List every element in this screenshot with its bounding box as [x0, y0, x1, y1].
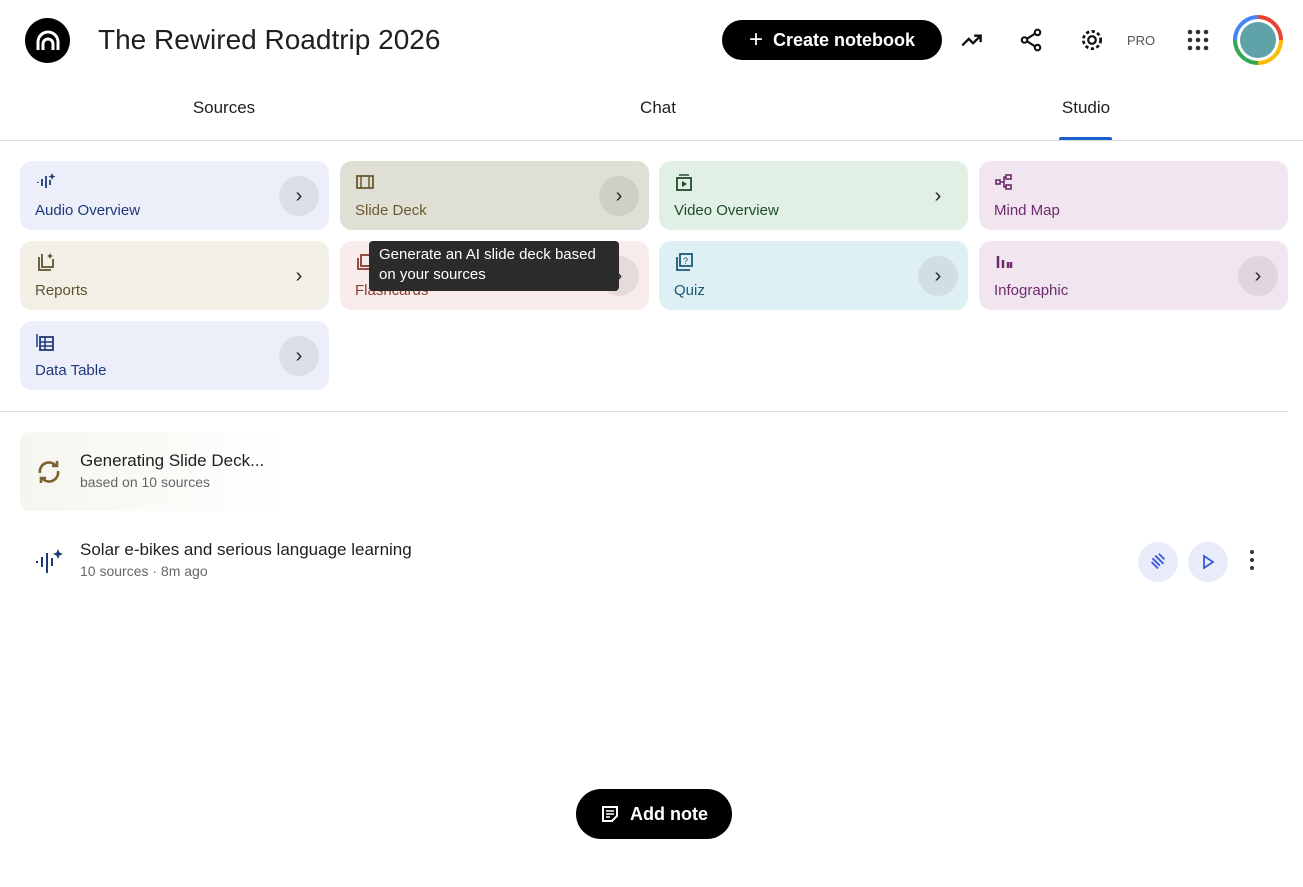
tab-chat[interactable]: Chat [640, 98, 676, 117]
studio-card-slide-deck[interactable]: Slide Deck › [340, 161, 649, 230]
play-button[interactable] [1188, 542, 1228, 582]
hand-wave-icon [1150, 553, 1166, 570]
mind-map-icon [995, 174, 1012, 190]
more-options-icon[interactable] [1244, 548, 1260, 572]
chevron-right-icon[interactable]: › [1238, 256, 1278, 296]
artifact-title: Solar e-bikes and serious language learn… [80, 540, 412, 559]
studio-card-data-table[interactable]: Data Table › [20, 321, 329, 390]
table-icon [36, 334, 54, 351]
audio-waveform-icon [36, 549, 63, 573]
studio-card-label: Infographic [994, 282, 1069, 299]
plus-icon: + [748, 26, 763, 53]
add-note-button[interactable]: Add note [576, 789, 732, 839]
studio-card-reports[interactable]: Reports › [20, 241, 329, 310]
svg-text:?: ? [683, 256, 688, 266]
tab-sources[interactable]: Sources [192, 98, 256, 117]
notebook-title[interactable]: The Rewired Roadtrip 2026 [98, 24, 441, 55]
studio-card-label: Quiz [674, 282, 705, 299]
studio-card-label: Audio Overview [35, 202, 141, 219]
analytics-button[interactable] [952, 20, 992, 60]
chevron-right-icon[interactable]: › [295, 264, 303, 287]
generating-subtitle: based on 10 sources [80, 474, 210, 490]
avatar[interactable] [1233, 15, 1283, 65]
studio-card-audio-overview[interactable]: Audio Overview › [20, 161, 329, 230]
artifact-item[interactable]: Solar e-bikes and serious language learn… [20, 530, 1288, 590]
share-button[interactable] [1011, 20, 1051, 60]
share-icon [1020, 28, 1042, 52]
pro-badge: PRO [1127, 33, 1156, 48]
tab-divider [0, 140, 1303, 141]
play-icon [1203, 554, 1215, 570]
active-tab-indicator [1059, 137, 1112, 140]
generating-title: Generating Slide Deck... [80, 451, 265, 470]
studio-card-label: Data Table [35, 362, 107, 379]
chevron-right-icon[interactable]: › [599, 176, 639, 216]
reports-icon [38, 253, 54, 271]
infographic-icon [996, 256, 1013, 268]
studio-card-label: Video Overview [674, 202, 779, 219]
studio-card-mind-map[interactable]: Mind Map [979, 161, 1288, 230]
notebooklm-logo[interactable] [25, 18, 70, 63]
artifact-meta: 10 sources · 8m ago [80, 563, 208, 579]
studio-card-label: Mind Map [994, 202, 1060, 219]
studio-card-quiz[interactable]: ? Quiz › [659, 241, 968, 310]
generating-item: Generating Slide Deck... based on 10 sou… [20, 432, 290, 511]
video-icon [676, 174, 692, 191]
slides-icon [356, 175, 374, 189]
chevron-right-icon[interactable]: › [279, 336, 319, 376]
section-divider [0, 411, 1288, 412]
create-notebook-button[interactable]: + Create notebook [722, 20, 942, 60]
chevron-right-icon[interactable]: › [279, 176, 319, 216]
apps-button[interactable] [1178, 20, 1218, 60]
chevron-right-icon[interactable]: › [918, 256, 958, 296]
apps-grid-icon [1187, 29, 1209, 51]
tab-studio[interactable]: Studio [1061, 98, 1111, 117]
quiz-icon: ? [676, 253, 693, 271]
gear-icon [1081, 29, 1103, 51]
trending-up-icon [961, 34, 982, 47]
interactive-mode-button[interactable] [1138, 542, 1178, 582]
audio-waveform-icon [37, 173, 55, 188]
studio-card-label: Slide Deck [355, 202, 427, 219]
add-note-label: Add note [630, 803, 708, 824]
settings-button[interactable] [1072, 20, 1112, 60]
create-notebook-label: Create notebook [772, 29, 916, 50]
studio-card-video-overview[interactable]: Video Overview › [659, 161, 968, 230]
studio-card-infographic[interactable]: Infographic › [979, 241, 1288, 310]
tooltip: Generate an AI slide deck based on your … [369, 241, 619, 291]
chevron-right-icon[interactable]: › [934, 184, 942, 207]
note-icon [602, 806, 618, 822]
sync-icon [38, 461, 60, 483]
logo-icon [36, 30, 59, 50]
studio-card-label: Reports [35, 282, 88, 299]
